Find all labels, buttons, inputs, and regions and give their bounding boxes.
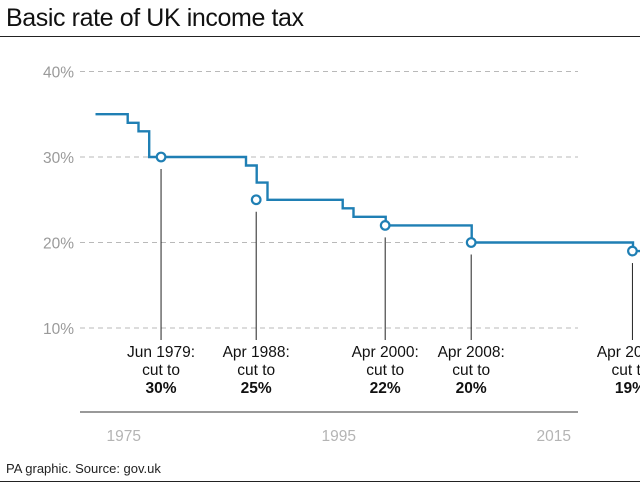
y-axis-ticks: 40% 30% 20% 10% (43, 65, 74, 339)
chart-title: Basic rate of UK income tax (6, 4, 304, 32)
annotation-value-label: 30% (146, 380, 177, 397)
annotation-value-label: 20% (456, 380, 487, 397)
annotation-label: cut to (366, 362, 404, 379)
data-point-marker (465, 237, 477, 248)
series-line (95, 113, 640, 253)
annotation-value-label: 22% (370, 380, 401, 397)
title-rule (0, 36, 640, 37)
annotation-label: cut to (611, 362, 640, 379)
x-tick-label: 1975 (107, 428, 141, 445)
annotation-label: Apr 2023: (597, 344, 640, 361)
x-tick-label: 2015 (537, 428, 571, 445)
annotation-label: Apr 1988: (223, 344, 290, 361)
y-tick-label: 10% (43, 321, 74, 338)
data-point-marker (155, 151, 167, 163)
annotation-label: Apr 2008: (438, 344, 505, 361)
y-tick-label: 40% (43, 65, 74, 82)
data-point-marker (379, 219, 391, 231)
y-tick-label: 30% (43, 150, 74, 167)
source-note: PA graphic. Source: gov.uk (6, 461, 161, 476)
data-point-marker (250, 194, 262, 206)
x-axis-ticks: 1975 1995 2015 (80, 411, 578, 445)
annotation-label: Jun 1979: (127, 344, 195, 361)
annotation-label: cut to (452, 362, 490, 379)
annotation-label: cut to (237, 362, 275, 379)
data-point-marker (627, 245, 638, 257)
annotation-value-label: 25% (241, 380, 272, 397)
annotation-leaders (160, 169, 633, 340)
series-layer (95, 113, 640, 253)
annotation-value-label: 19% (615, 380, 640, 397)
x-tick-label: 1995 (322, 428, 356, 445)
annotation-label: cut to (142, 362, 180, 379)
y-tick-label: 20% (43, 236, 74, 253)
footer-rule (0, 481, 640, 482)
annotation-markers (155, 151, 638, 257)
annotation-label: Apr 2000: (352, 344, 419, 361)
